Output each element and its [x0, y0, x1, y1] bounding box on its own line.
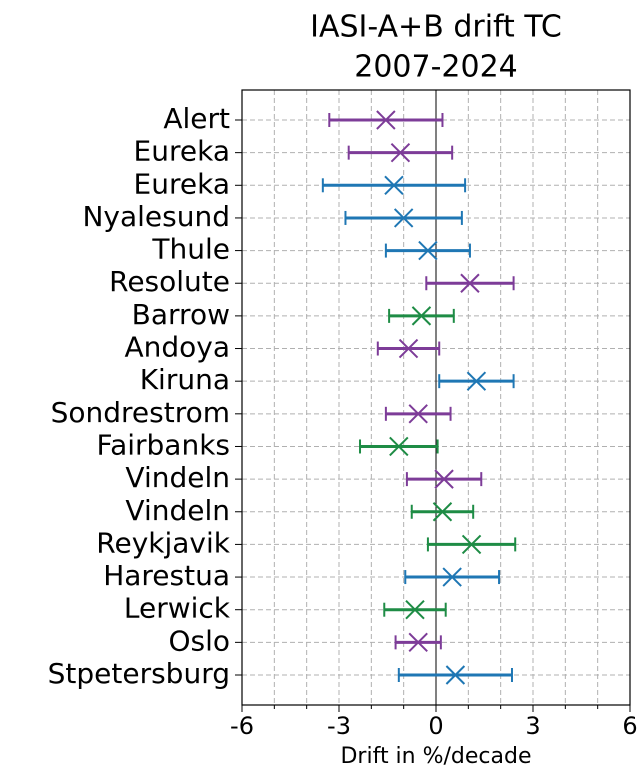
y-tick-label: Resolute [109, 265, 230, 298]
chart-title: IASI-A+B drift TC [310, 10, 562, 45]
x-tick-label: -6 [230, 712, 254, 740]
marker [466, 371, 487, 391]
y-tick-label: Nyalesund [82, 200, 230, 233]
y-tick-label: Alert [163, 102, 230, 135]
marker [432, 502, 453, 522]
y-tick-label: Harestua [103, 559, 230, 592]
y-tick-label: Lerwick [124, 592, 231, 625]
plot-frame [241, 89, 631, 706]
y-tick-label: Eureka [134, 135, 230, 168]
y-tick-label: Fairbanks [97, 428, 230, 461]
marker [393, 208, 414, 228]
y-tick-label: Andoya [124, 331, 230, 364]
marker [376, 110, 396, 130]
x-tick-label: 0 [428, 712, 443, 740]
marker [461, 534, 482, 555]
marker [390, 142, 411, 163]
marker [411, 306, 432, 326]
marker [405, 599, 425, 620]
x-axis-label: Drift in %/decade [340, 744, 531, 769]
marker [434, 469, 454, 489]
marker [408, 632, 428, 653]
marker [408, 404, 428, 424]
y-tick-label: Kiruna [140, 363, 230, 396]
y-tick-label: Stpetersburg [48, 657, 230, 690]
marker [442, 567, 462, 587]
chart-title: 2007-2024 [354, 50, 518, 85]
marker [418, 240, 438, 261]
marker [384, 175, 404, 196]
x-tick-label: -3 [327, 712, 351, 740]
x-tick-label: 3 [525, 712, 540, 740]
y-tick-label: Vindeln [125, 494, 230, 527]
x-tick-label: 6 [622, 712, 637, 740]
y-tick-label: Sondrestrom [51, 396, 230, 429]
y-tick-label: Oslo [168, 624, 230, 657]
y-tick-label: Vindeln [125, 461, 230, 494]
marker [398, 338, 419, 359]
y-tick-label: Reykjavik [96, 526, 230, 559]
y-tick-label: Eureka [134, 167, 230, 200]
y-tick-label: Barrow [132, 298, 230, 331]
marker [445, 665, 466, 685]
marker [460, 273, 480, 293]
y-tick-label: Thule [151, 233, 230, 266]
marker [389, 436, 409, 457]
